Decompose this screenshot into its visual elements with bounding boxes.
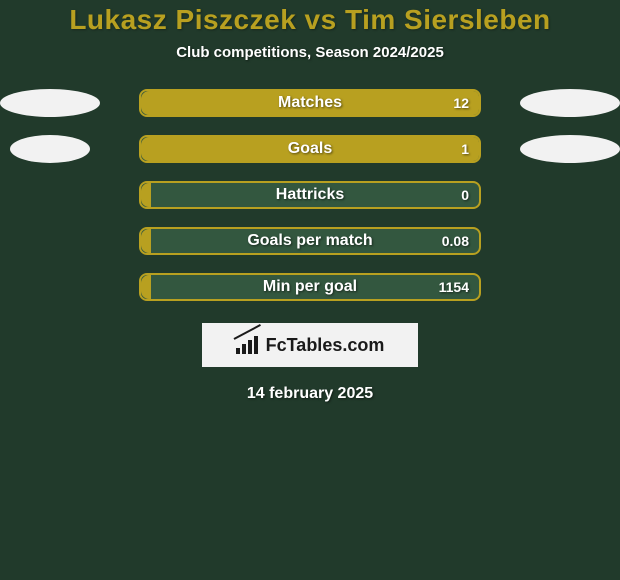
stat-value: 1: [461, 141, 469, 157]
card-subtitle: Club competitions, Season 2024/2025: [0, 44, 620, 61]
date-text: 14 february 2025: [0, 385, 620, 403]
stat-bar-fill: [141, 229, 151, 253]
stat-value: 1154: [439, 279, 469, 295]
stat-label: Hattricks: [276, 186, 344, 204]
player-right-ellipse: [520, 135, 620, 163]
stat-row: Goals 1: [0, 135, 620, 163]
brand-text: FcTables.com: [266, 335, 385, 356]
stat-bar-fill: [141, 183, 151, 207]
player-left-ellipse: [10, 135, 90, 163]
stat-label: Goals: [288, 140, 332, 158]
stat-value: 0.08: [442, 233, 469, 249]
stat-bar: Goals 1: [139, 135, 481, 163]
stat-row: Goals per match 0.08: [0, 227, 620, 255]
stat-bar: Goals per match 0.08: [139, 227, 481, 255]
bar-chart-icon: [236, 336, 258, 354]
stat-label: Matches: [278, 94, 342, 112]
stat-bar: Matches 12: [139, 89, 481, 117]
player-left-ellipse: [0, 89, 100, 117]
stat-bar: Min per goal 1154: [139, 273, 481, 301]
stat-rows: Matches 12 Goals 1 Hattricks 0 Goals per match…: [0, 89, 620, 301]
player-compare-card: Lukasz Piszczek vs Tim Siersleben Club c…: [0, 0, 620, 580]
stat-value: 12: [453, 95, 469, 111]
player-right-ellipse: [520, 89, 620, 117]
stat-bar-fill: [141, 275, 151, 299]
stat-bar: Hattricks 0: [139, 181, 481, 209]
stat-row: Hattricks 0: [0, 181, 620, 209]
stat-row: Min per goal 1154: [0, 273, 620, 301]
card-title: Lukasz Piszczek vs Tim Siersleben: [0, 0, 620, 36]
stat-label: Goals per match: [247, 232, 372, 250]
brand-badge: FcTables.com: [202, 323, 418, 367]
stat-row: Matches 12: [0, 89, 620, 117]
stat-label: Min per goal: [263, 278, 357, 296]
stat-value: 0: [461, 187, 469, 203]
